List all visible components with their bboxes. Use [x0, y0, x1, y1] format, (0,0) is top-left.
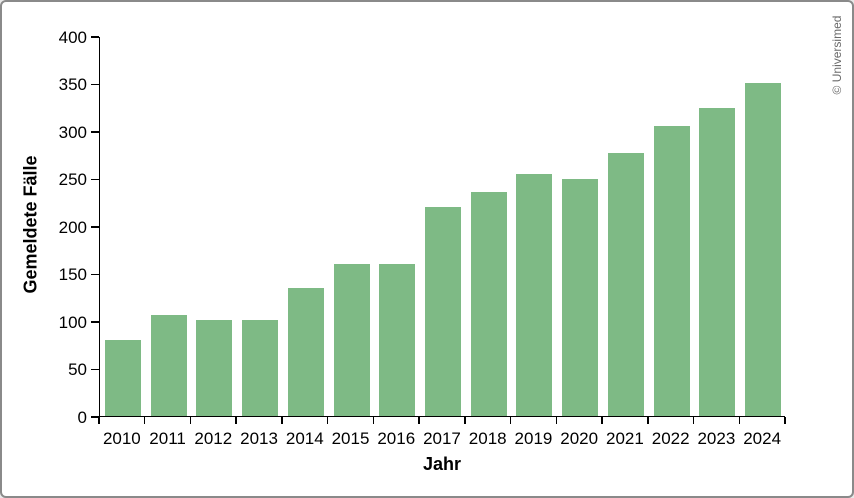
y-tick-label-200: 200	[58, 217, 87, 237]
x-tick-label-2018: 2018	[468, 429, 507, 448]
x-tick-label-2017: 2017	[423, 429, 461, 448]
bar-2024	[745, 82, 782, 416]
x-tick-1	[143, 417, 146, 424]
y-tick-150	[91, 273, 99, 276]
x-axis-title: Jahr	[422, 454, 462, 474]
x-tick-label-2022: 2022	[651, 429, 690, 448]
bar-2018	[470, 191, 507, 416]
x-tick-13	[692, 417, 695, 424]
x-tick-14	[738, 417, 741, 424]
y-tick-0	[91, 416, 99, 418]
bar-2013	[242, 320, 279, 416]
x-tick-label-2013: 2013	[240, 429, 278, 448]
x-tick-label-2014: 2014	[285, 429, 324, 448]
bar-2020	[562, 178, 599, 416]
y-tick-label-100: 100	[58, 312, 87, 332]
bar-2015	[333, 264, 370, 416]
bar-2010	[104, 340, 141, 416]
x-tick-10	[555, 417, 558, 424]
x-tick-3	[235, 417, 237, 424]
x-tick-2	[189, 417, 192, 424]
bar-2014	[287, 287, 324, 416]
x-tick-label-2019: 2019	[514, 429, 553, 448]
y-tick-label-300: 300	[58, 122, 87, 142]
y-tick-400	[91, 36, 99, 38]
y-tick-100	[91, 321, 99, 323]
y-tick-label-150: 150	[58, 265, 87, 284]
x-tick-label-2010: 2010	[102, 429, 141, 448]
x-tick-label-2015: 2015	[331, 429, 370, 448]
x-tick-label-2011: 2011	[149, 429, 186, 448]
bar-2023	[699, 108, 736, 416]
x-tick-4	[281, 417, 283, 424]
plot-area	[99, 37, 785, 417]
x-tick-label-2020: 2020	[560, 429, 599, 448]
x-tick-label-2016: 2016	[377, 429, 416, 448]
bar-2011	[150, 315, 187, 416]
y-tick-label-0: 0	[77, 407, 87, 427]
x-tick-9	[509, 417, 512, 424]
y-tick-label-350: 350	[58, 75, 87, 94]
bar-2019	[516, 173, 553, 416]
y-tick-50	[91, 368, 99, 371]
y-tick-label-400: 400	[58, 27, 87, 47]
x-tick-label-2023: 2023	[697, 429, 736, 448]
x-tick-label-2024: 2024	[743, 429, 782, 448]
x-tick-label-2012: 2012	[194, 429, 233, 448]
x-tick-0	[98, 417, 100, 424]
y-tick-250	[91, 178, 99, 181]
x-tick-5	[326, 417, 329, 424]
bar-2017	[425, 207, 461, 416]
y-tick-label-250: 250	[58, 170, 87, 189]
x-tick-8	[464, 417, 466, 424]
x-tick-label-2021: 2021	[606, 429, 644, 448]
x-tick-11	[601, 417, 603, 424]
watermark-universimed: © Universimed	[830, 15, 844, 95]
x-tick-7	[418, 417, 420, 424]
x-tick-15	[784, 417, 786, 424]
y-tick-200	[91, 226, 99, 228]
y-tick-350	[91, 83, 99, 86]
bar-2022	[653, 126, 690, 416]
x-tick-6	[372, 417, 375, 424]
bar-2012	[196, 320, 233, 416]
y-tick-300	[91, 131, 99, 133]
bar-2021	[607, 152, 644, 416]
x-tick-12	[647, 417, 649, 424]
y-tick-label-50: 50	[68, 360, 87, 379]
bar-2016	[379, 264, 416, 416]
